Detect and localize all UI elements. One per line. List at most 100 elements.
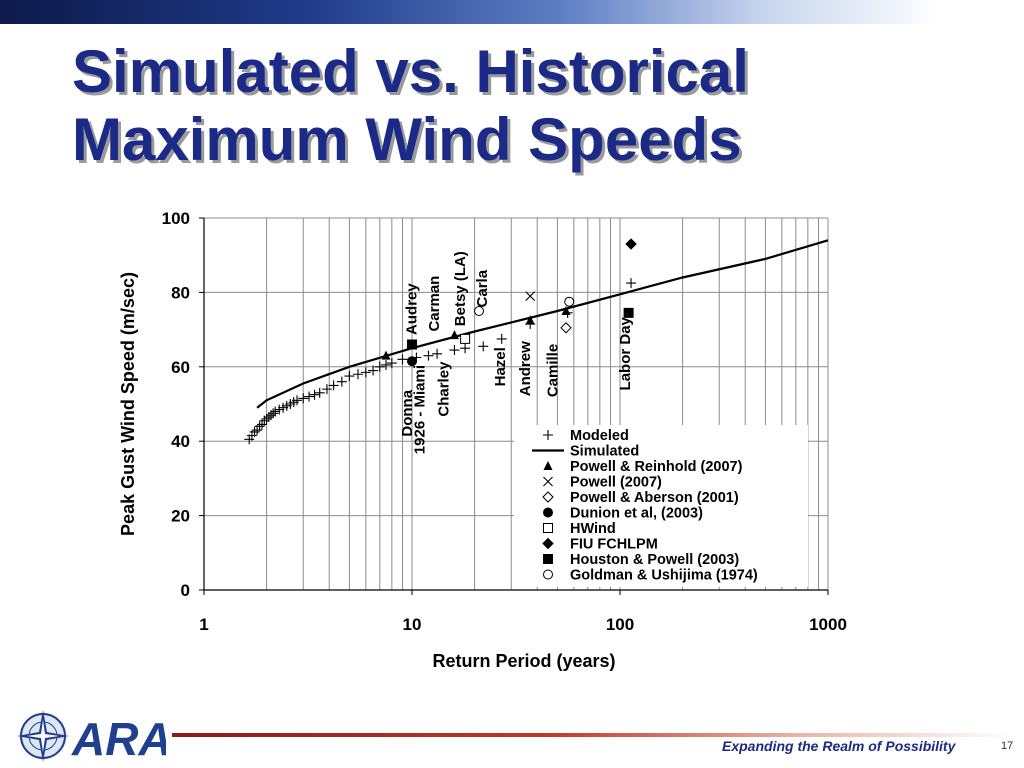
series-fiu-fchlpm: [625, 238, 637, 250]
legend-item-hwind: HWind: [543, 521, 616, 537]
legend-label: Modeled: [570, 428, 629, 444]
legend-label: Powell (2007): [570, 475, 662, 491]
x-tick-label: 1: [199, 615, 208, 634]
legend-marker: [543, 476, 553, 487]
storm-label-labor-day: Labor Day: [617, 316, 634, 390]
legend-marker: [543, 554, 553, 564]
y-tick-label: 60: [171, 358, 190, 377]
legend-marker: [543, 569, 553, 580]
footer-tagline: Expanding the Realm of Possibility: [722, 738, 956, 754]
data-point: [626, 278, 637, 289]
series-powell-2007: [525, 291, 536, 302]
data-point: [381, 359, 392, 370]
legend-item-fiu-fchlpm: FIU FCHLPM: [542, 537, 658, 553]
legend-label: Goldman & Ushijima (1974): [570, 568, 758, 584]
data-point: [298, 393, 309, 404]
slide-title: Simulated vs. Historical Maximum Wind Sp…: [72, 38, 749, 174]
storm-label-carla: Carla: [474, 269, 491, 307]
data-point: [352, 369, 363, 380]
series-powell-reinhold-2007: [381, 306, 571, 360]
data-point: [336, 376, 347, 387]
legend-box: [514, 425, 808, 587]
data-point: [449, 345, 460, 356]
compass-star-icon: [17, 710, 69, 762]
legend-label: Houston & Powell (2003): [570, 552, 739, 568]
page-number: 17: [1001, 740, 1014, 752]
storm-label-hazel: Hazel: [492, 347, 509, 386]
legend-item-powell-2007: Powell (2007): [543, 475, 662, 491]
storm-label-audrey: Audrey: [403, 283, 420, 335]
data-point: [623, 307, 634, 318]
series-houston-powell-2003: [407, 307, 634, 350]
data-point: [407, 356, 417, 367]
data-point: [525, 315, 535, 325]
legend-item-dunion-et-al-2003: Dunion et al, (2003): [543, 506, 703, 522]
data-point: [564, 296, 575, 307]
data-point: [254, 421, 265, 432]
title-line-2: Maximum Wind Speeds: [72, 106, 742, 173]
data-point: [460, 333, 471, 344]
top-banner: [0, 0, 1024, 24]
legend-label: Dunion et al, (2003): [570, 506, 703, 522]
y-tick-label: 80: [171, 283, 190, 302]
data-point: [525, 291, 536, 302]
data-point: [474, 306, 485, 316]
data-point: [374, 361, 385, 372]
storm-label-andrew: Andrew: [517, 341, 534, 396]
data-point: [625, 238, 637, 250]
y-axis-label: Peak Gust Wind Speed (m/sec): [118, 272, 138, 536]
legend-item-modeled: Modeled: [543, 428, 629, 444]
series-powell-aberson-2001: [560, 322, 572, 334]
legend-item-powell-reinhold-2007: Powell & Reinhold (2007): [543, 459, 743, 475]
legend-marker: [543, 523, 553, 533]
x-axis-label: Return Period (years): [432, 651, 615, 671]
data-point: [432, 348, 443, 359]
footer-divider: [172, 733, 1012, 737]
series-hwind: [460, 333, 471, 344]
legend-marker: [543, 507, 553, 518]
y-tick-label: 0: [181, 581, 190, 600]
legend-item-simulated: Simulated: [532, 444, 639, 460]
storm-label-camille: Camille: [544, 344, 561, 397]
data-point: [368, 365, 379, 376]
data-point: [449, 330, 459, 340]
legend-item-powell-aberson-2001: Powell & Aberson (2001): [542, 490, 739, 506]
data-point: [561, 306, 571, 315]
data-point: [321, 384, 332, 395]
data-point: [344, 371, 355, 382]
storm-label-carman: Carman: [426, 276, 443, 332]
legend-label: HWind: [570, 521, 616, 537]
storm-label-charley: Charley: [436, 361, 453, 417]
x-tick-label: 10: [403, 615, 422, 634]
legend-marker: [543, 430, 553, 440]
legend-label: Simulated: [570, 444, 639, 460]
data-point: [270, 406, 281, 417]
legend-label: Powell & Aberson (2001): [570, 490, 739, 506]
legend-item-houston-powell-2003: Houston & Powell (2003): [543, 552, 739, 568]
legend-label: FIU FCHLPM: [570, 537, 658, 553]
y-tick-label: 100: [162, 209, 190, 228]
series-simulated: [256, 239, 829, 409]
ara-logo: ARA: [17, 710, 166, 764]
storm-label-betsy-la: Betsy (LA): [452, 251, 469, 326]
data-point: [560, 322, 572, 334]
data-point: [304, 391, 315, 402]
storm-label-1926-miami: 1926 - Miami: [412, 365, 429, 454]
logo-text: ARA: [71, 713, 166, 764]
legend-item-goldman-ushijima-1974: Goldman & Ushijima (1974): [543, 568, 758, 584]
title-line-1: Simulated vs. Historical: [72, 38, 749, 105]
data-point: [268, 408, 279, 419]
y-tick-label: 40: [171, 432, 190, 451]
legend-marker: [543, 461, 553, 470]
series-dunion-et-al-2003: [407, 356, 417, 367]
y-tick-label: 20: [171, 507, 190, 526]
data-point: [478, 341, 489, 352]
data-point: [309, 389, 320, 400]
data-point: [249, 426, 260, 437]
data-point: [328, 380, 339, 391]
data-point: [360, 367, 371, 378]
series-goldman-ushijima-1974: [474, 296, 575, 316]
